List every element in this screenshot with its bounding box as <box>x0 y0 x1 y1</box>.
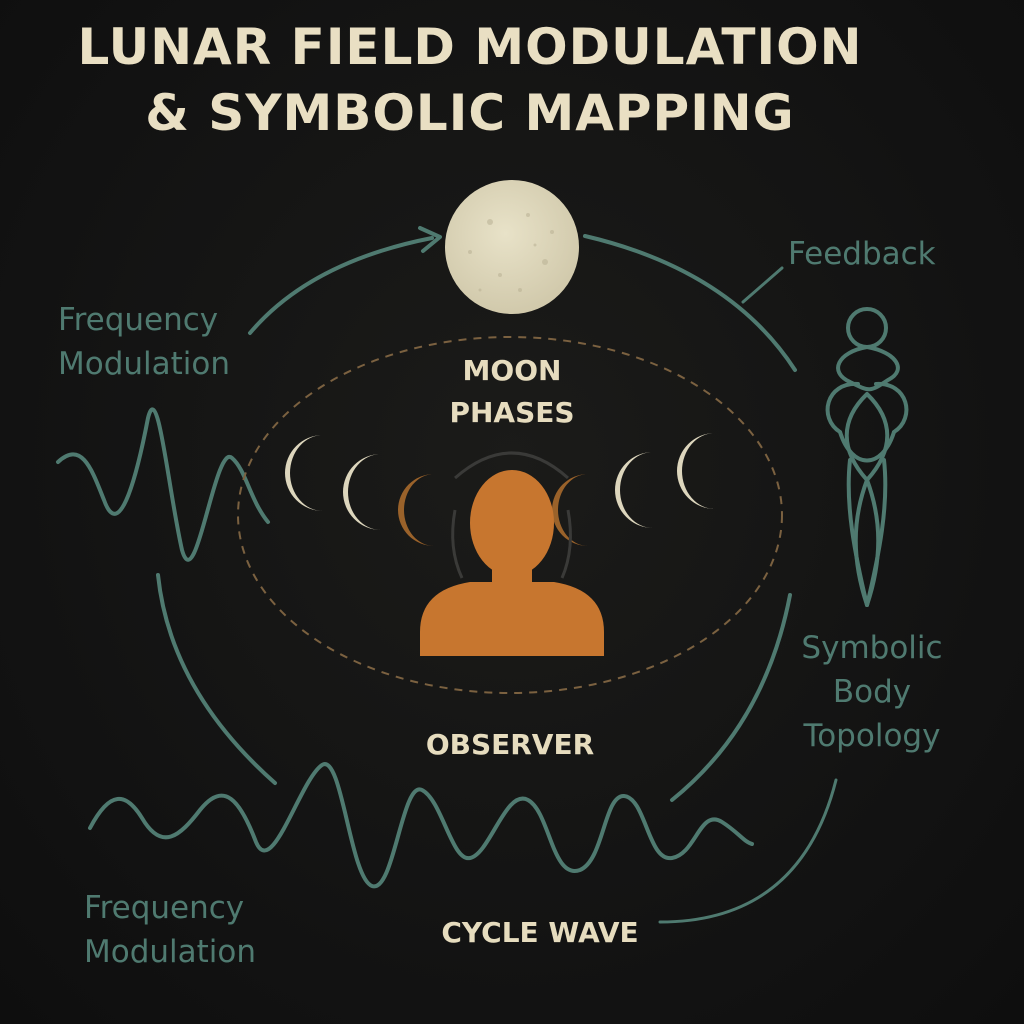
label-line: PHASES <box>449 396 575 429</box>
label-line: Modulation <box>84 934 257 970</box>
observer-silhouette-icon <box>420 470 604 656</box>
loop-arc-right <box>670 593 792 802</box>
observer-halo-arc-top <box>454 451 569 480</box>
label-line: MOON <box>462 354 562 387</box>
label-line: Body <box>832 674 912 710</box>
symbolic-body-topology-label: Symbolic Body Topology <box>782 626 962 758</box>
cycle-wave-bottom <box>88 762 754 889</box>
crescent-moon-icon <box>343 454 381 530</box>
label-line: Frequency <box>58 302 219 338</box>
feedback-label: Feedback <box>788 236 936 272</box>
frequency-wave-left <box>56 407 270 562</box>
crescent-moon-icon <box>552 474 588 546</box>
crescent-moon-icon <box>677 433 715 509</box>
full-moon-icon <box>445 180 579 314</box>
loop-arc-top-left <box>248 236 434 335</box>
label-line: Topology <box>803 718 941 754</box>
label-line: Symbolic <box>801 630 943 666</box>
moon-texture <box>468 213 554 292</box>
moon-phases-label: MOON PHASES <box>412 350 612 434</box>
cycle-wave-label: CYCLE WAVE <box>441 916 639 949</box>
crescent-moon-icon <box>285 435 323 511</box>
symbolic-body-figure-icon <box>825 307 909 607</box>
frequency-modulation-label-top: Frequency Modulation <box>58 298 230 386</box>
cycle-wave-pointer-line <box>658 778 838 924</box>
observer-halo-arc-left <box>451 509 464 579</box>
frequency-modulation-label-bottom: Frequency Modulation <box>84 886 256 974</box>
crescent-moon-icon <box>398 474 434 546</box>
observer-label: OBSERVER <box>425 728 595 761</box>
title-line-2: & SYMBOLIC MAPPING <box>145 84 795 142</box>
arrow-head-icon <box>418 226 442 253</box>
title-line-1: LUNAR FIELD MODULATION <box>77 18 863 76</box>
label-line: Modulation <box>58 346 231 382</box>
observer-halo-arc-right <box>560 509 572 579</box>
moon-orbit-dashed <box>237 336 783 694</box>
crescent-moon-icon <box>615 452 653 528</box>
loop-arc-top-right <box>583 234 797 372</box>
feedback-pointer-line <box>741 266 784 304</box>
label-line: Frequency <box>84 890 245 926</box>
loop-arc-left <box>156 573 277 785</box>
